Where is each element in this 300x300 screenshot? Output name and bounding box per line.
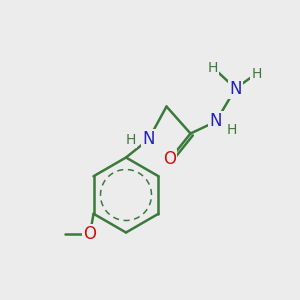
Text: H: H (208, 61, 218, 74)
Text: N: N (229, 80, 242, 98)
Text: O: O (83, 225, 97, 243)
Text: H: H (226, 123, 237, 137)
Text: H: H (126, 133, 136, 146)
Text: O: O (163, 150, 176, 168)
Text: N: N (142, 130, 155, 148)
Text: N: N (210, 112, 222, 130)
Text: H: H (251, 67, 262, 80)
